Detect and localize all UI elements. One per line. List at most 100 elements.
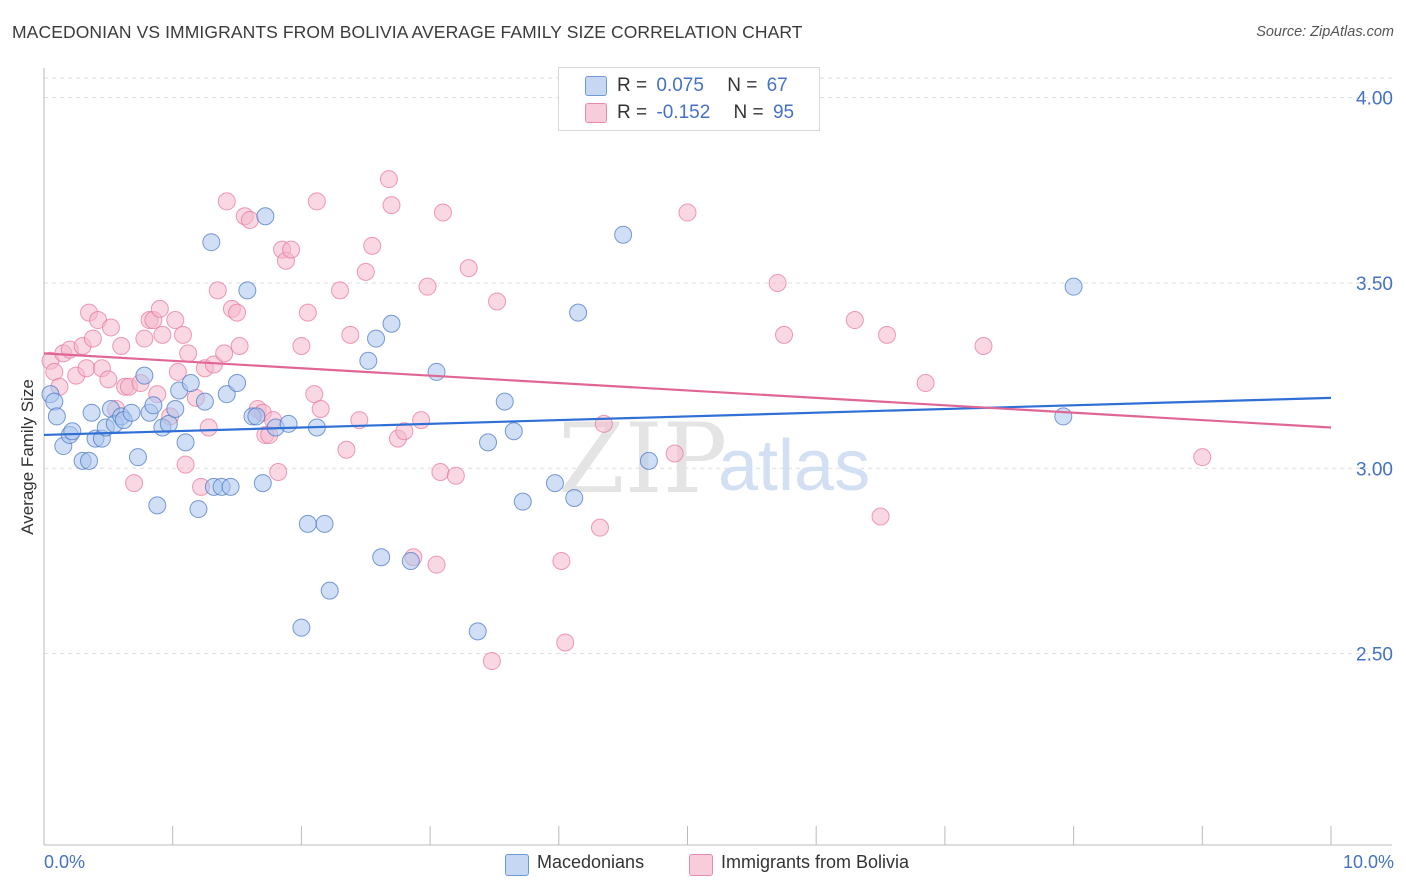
point-bolivia [337,440,356,459]
point-macedonians [565,488,584,507]
point-bolivia [1193,448,1212,467]
chart-title: MACEDONIAN VS IMMIGRANTS FROM BOLIVIA AV… [12,22,803,42]
point-bolivia [199,418,218,437]
point-macedonians [292,618,311,637]
point-bolivia [418,277,437,296]
point-bolivia [590,518,609,537]
series-bolivia-points [41,170,1212,671]
axes [43,68,1392,846]
point-macedonians [569,303,588,322]
point-macedonians [47,407,66,426]
point-bolivia [459,259,478,278]
point-bolivia [412,411,431,430]
point-macedonians [181,374,200,393]
point-macedonians [504,422,523,441]
point-bolivia [292,336,311,355]
legend-n-value-pink: 95 [772,102,795,123]
point-macedonians [176,433,195,452]
point-bolivia [678,203,697,222]
y-tick-label: 4.00 [1356,89,1393,110]
point-bolivia [173,325,192,344]
point-macedonians [80,451,99,470]
legend-n-value-blue: 67 [766,75,788,96]
point-macedonians [359,351,378,370]
point-bolivia [179,344,198,363]
point-bolivia [845,311,864,330]
point-bolivia [427,555,446,574]
point-bolivia [166,311,185,330]
point-bolivia [230,336,249,355]
point-macedonians [401,551,420,570]
point-bolivia [379,170,398,189]
bottom-legend-label-blue: Macedonians [537,852,645,872]
point-bolivia [363,236,382,255]
source-label: Source: ZipAtlas.com [1256,24,1394,40]
point-macedonians [189,500,208,519]
point-macedonians [166,399,185,418]
point-bolivia [382,196,401,215]
bottom-legend-swatch-blue [505,854,529,876]
point-bolivia [240,210,259,229]
point-bolivia [768,273,787,292]
point-bolivia [311,399,330,418]
point-macedonians [372,548,391,567]
point-bolivia [176,455,195,474]
point-bolivia [112,336,131,355]
point-bolivia [395,422,414,441]
point-macedonians [221,477,240,496]
y-tick-label: 3.50 [1356,274,1393,295]
point-macedonians [479,433,498,452]
point-bolivia [552,551,571,570]
series-macedonians-points [41,207,1083,641]
point-bolivia [556,633,575,652]
point-bolivia [282,240,301,259]
point-bolivia [341,325,360,344]
point-bolivia [215,344,234,363]
point-bolivia [228,303,247,322]
point-bolivia [488,292,507,311]
point-bolivia [168,362,187,381]
point-macedonians [468,622,487,641]
legend-swatch-pink [585,103,607,123]
watermark-atlas: atlas [718,426,870,506]
point-bolivia [482,652,501,671]
bottom-legend-label-pink: Immigrants from Bolivia [721,852,910,872]
point-macedonians [382,314,401,333]
trend-line-macedonians [43,396,1332,437]
trend-lines [43,352,1332,437]
point-bolivia [307,192,326,211]
legend-r-value-pink: -0.152 [656,102,711,123]
point-macedonians [253,474,272,493]
point-macedonians [202,233,221,252]
point-macedonians [82,403,101,422]
point-bolivia [433,203,452,222]
point-macedonians [320,581,339,600]
point-macedonians [45,392,64,411]
point-bolivia [83,329,102,348]
point-bolivia [331,281,350,300]
point-bolivia [871,507,890,526]
point-macedonians [495,392,514,411]
point-macedonians [228,374,247,393]
point-macedonians [513,492,532,511]
point-bolivia [446,466,465,485]
point-bolivia [298,303,317,322]
point-macedonians [1054,407,1073,426]
point-macedonians [427,362,446,381]
point-bolivia [665,444,684,463]
point-macedonians [298,514,317,533]
point-bolivia [99,370,118,389]
point-macedonians [247,407,266,426]
y-tick-labels: 2.50 3.00 3.50 4.00 [1356,89,1393,666]
point-macedonians [614,225,633,244]
x-tick-label-max: 10.0% [1342,852,1394,872]
point-macedonians [135,366,154,385]
legend-r-label: R = [617,102,648,123]
point-macedonians [128,448,147,467]
point-bolivia [77,359,96,378]
point-bolivia [217,192,236,211]
point-bolivia [431,463,450,482]
point-bolivia [305,385,324,404]
point-macedonians [315,514,334,533]
